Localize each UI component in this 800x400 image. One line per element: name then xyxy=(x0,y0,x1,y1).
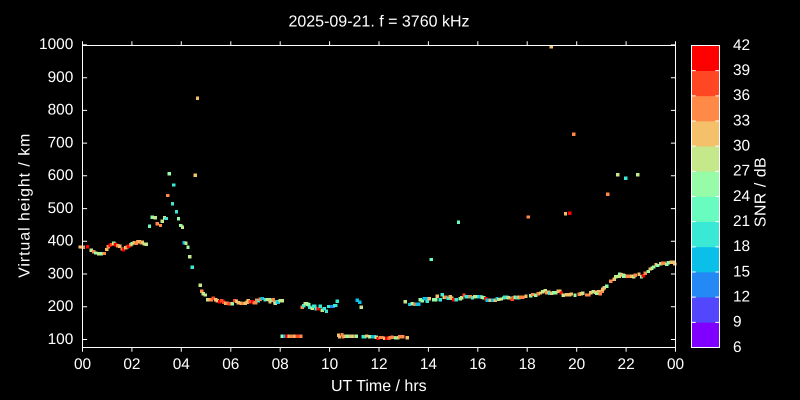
svg-text:15: 15 xyxy=(733,263,750,280)
svg-text:400: 400 xyxy=(48,233,74,250)
svg-text:06: 06 xyxy=(222,356,239,373)
svg-text:9: 9 xyxy=(733,314,742,331)
svg-text:00: 00 xyxy=(667,356,684,373)
svg-text:42: 42 xyxy=(733,37,750,54)
svg-text:24: 24 xyxy=(733,188,751,205)
svg-text:27: 27 xyxy=(733,163,750,180)
svg-text:10: 10 xyxy=(321,356,338,373)
svg-text:900: 900 xyxy=(48,69,74,86)
svg-text:00: 00 xyxy=(74,356,91,373)
svg-text:2025-09-21. f = 3760 kHz: 2025-09-21. f = 3760 kHz xyxy=(288,14,469,31)
svg-text:300: 300 xyxy=(48,265,74,282)
svg-text:36: 36 xyxy=(733,87,750,104)
svg-text:200: 200 xyxy=(48,298,74,315)
svg-text:12: 12 xyxy=(733,288,750,305)
svg-text:30: 30 xyxy=(733,137,750,154)
svg-text:16: 16 xyxy=(469,356,486,373)
svg-text:33: 33 xyxy=(733,112,750,129)
svg-text:08: 08 xyxy=(272,356,289,373)
svg-text:1000: 1000 xyxy=(39,36,73,53)
svg-text:800: 800 xyxy=(48,102,74,119)
svg-text:18: 18 xyxy=(519,356,536,373)
svg-text:18: 18 xyxy=(733,238,750,255)
svg-text:04: 04 xyxy=(173,356,191,373)
svg-text:20: 20 xyxy=(568,356,585,373)
svg-text:700: 700 xyxy=(48,134,74,151)
svg-text:SNR / dB: SNR / dB xyxy=(753,157,770,227)
svg-text:100: 100 xyxy=(48,331,74,348)
svg-text:21: 21 xyxy=(733,213,750,230)
svg-text:Virtual height / km: Virtual height / km xyxy=(16,133,33,278)
svg-text:500: 500 xyxy=(48,200,74,217)
svg-text:22: 22 xyxy=(618,356,635,373)
svg-text:12: 12 xyxy=(370,356,387,373)
svg-text:14: 14 xyxy=(420,356,438,373)
svg-text:02: 02 xyxy=(123,356,140,373)
svg-text:UT Time / hrs: UT Time / hrs xyxy=(331,378,427,395)
svg-text:6: 6 xyxy=(733,339,742,356)
svg-text:600: 600 xyxy=(48,167,74,184)
svg-text:39: 39 xyxy=(733,62,750,79)
